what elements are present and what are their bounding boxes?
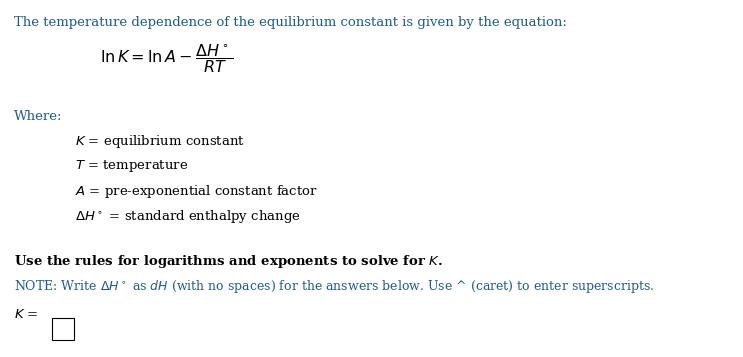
Text: $K$ = equilibrium constant: $K$ = equilibrium constant xyxy=(75,133,244,150)
Text: $A$ = pre-exponential constant factor: $A$ = pre-exponential constant factor xyxy=(75,183,318,200)
Text: The temperature dependence of the equilibrium constant is given by the equation:: The temperature dependence of the equili… xyxy=(14,16,567,29)
Text: Use the rules for logarithms and exponents to solve for $K$.: Use the rules for logarithms and exponen… xyxy=(14,253,444,270)
Text: NOTE: Write $\Delta H^\circ$ as $dH$ (with no spaces) for the answers below. Use: NOTE: Write $\Delta H^\circ$ as $dH$ (wi… xyxy=(14,278,655,295)
Text: $T$ = temperature: $T$ = temperature xyxy=(75,158,188,174)
Text: $K$ =: $K$ = xyxy=(14,308,39,321)
Text: Where:: Where: xyxy=(14,110,62,123)
FancyBboxPatch shape xyxy=(52,318,74,340)
Text: $\Delta H^\circ$ = standard enthalpy change: $\Delta H^\circ$ = standard enthalpy cha… xyxy=(75,208,301,225)
Text: $\ln K = \ln A - \dfrac{\Delta H^\circ}{RT}$: $\ln K = \ln A - \dfrac{\Delta H^\circ}{… xyxy=(100,42,233,75)
